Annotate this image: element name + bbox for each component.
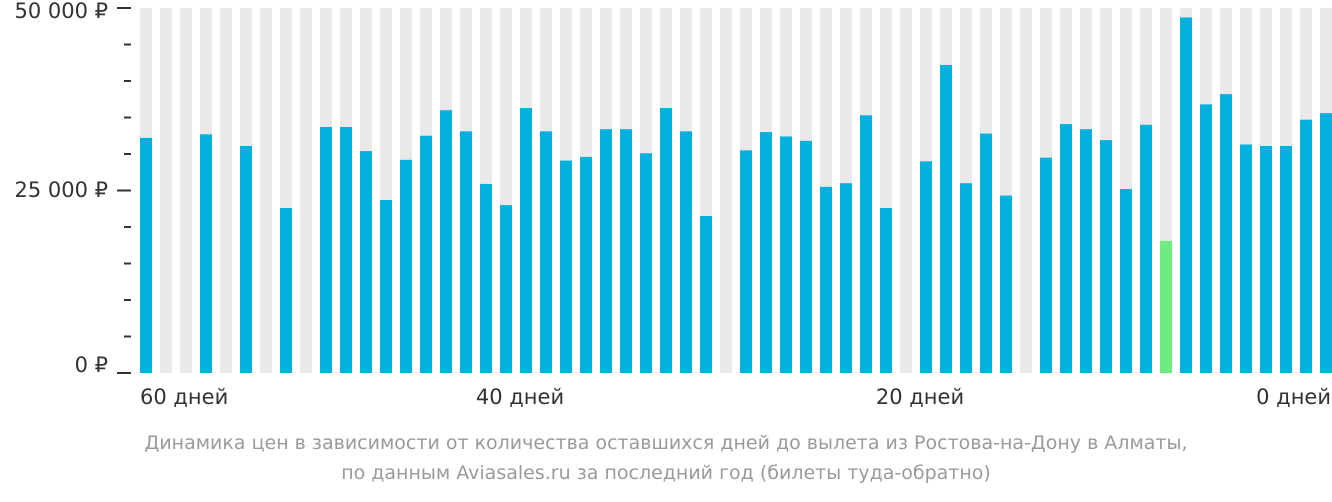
price-bar[interactable] (800, 140, 812, 373)
price-bar[interactable] (880, 208, 892, 373)
x-tick-label-60: 60 дней (140, 385, 228, 409)
price-bar[interactable] (1220, 94, 1232, 373)
price-bar[interactable] (640, 153, 652, 373)
price-bar[interactable] (920, 161, 932, 373)
price-bar[interactable] (1180, 17, 1192, 374)
price-bar[interactable] (400, 159, 412, 373)
price-bar[interactable] (840, 183, 852, 373)
price-bar[interactable] (1140, 124, 1152, 373)
y-tick-label-25000: 25 000 ₽ (14, 178, 108, 202)
price-bar[interactable] (360, 151, 372, 373)
price-bar[interactable] (1120, 189, 1132, 373)
price-bar[interactable] (500, 205, 512, 373)
background-stripe (260, 8, 272, 373)
background-stripe (1020, 8, 1032, 373)
price-bar[interactable] (340, 126, 352, 374)
y-tick-label-0: 0 ₽ (75, 353, 108, 377)
price-bar[interactable] (740, 150, 752, 373)
price-bar[interactable] (560, 160, 572, 373)
bar-series (140, 17, 1332, 374)
price-bar[interactable] (380, 199, 392, 373)
price-bar[interactable] (1240, 144, 1252, 373)
background-stripe (180, 8, 192, 373)
price-bar[interactable] (620, 129, 632, 373)
price-bar[interactable] (860, 115, 872, 373)
price-bar[interactable] (200, 134, 212, 373)
price-bar[interactable] (280, 208, 292, 373)
price-bar[interactable] (520, 108, 532, 373)
background-stripe (900, 8, 912, 373)
price-bar[interactable] (700, 216, 712, 373)
price-bar[interactable] (580, 156, 592, 373)
background-stripe (160, 8, 172, 373)
background-stripes (140, 8, 1332, 373)
price-bar[interactable] (1080, 129, 1092, 373)
price-bar[interactable] (320, 126, 332, 374)
chart-caption-line-1: Динамика цен в зависимости от количества… (144, 432, 1188, 454)
price-bar[interactable] (680, 131, 692, 373)
y-axis-tick-marks (117, 7, 131, 374)
price-bar[interactable] (1060, 124, 1072, 373)
price-bar[interactable] (980, 133, 992, 373)
y-axis: 50 000 ₽ 25 000 ₽ 0 ₽ (14, 0, 108, 377)
price-bar[interactable] (240, 145, 252, 373)
background-stripe (220, 8, 232, 373)
price-bar[interactable] (1100, 140, 1112, 373)
x-tick-label-40: 40 дней (476, 385, 564, 409)
price-bar[interactable] (460, 131, 472, 373)
price-bar[interactable] (1000, 195, 1012, 373)
price-bar[interactable] (1200, 104, 1212, 374)
price-bar[interactable] (1300, 119, 1312, 373)
price-bar[interactable] (140, 137, 152, 373)
price-bar[interactable] (480, 183, 492, 373)
x-axis: 60 дней 40 дней 20 дней 0 дней (140, 385, 1331, 409)
background-stripe (720, 8, 732, 373)
chart-caption-line-2: по данным Aviasales.ru за последний год … (341, 462, 991, 484)
price-bar[interactable] (760, 132, 772, 373)
price-bar-lowest[interactable] (1160, 240, 1172, 373)
price-bar[interactable] (660, 108, 672, 373)
y-tick-label-50000: 50 000 ₽ (14, 0, 108, 23)
price-bar[interactable] (1040, 157, 1052, 373)
price-bar[interactable] (960, 183, 972, 373)
price-bar[interactable] (940, 64, 952, 373)
x-tick-label-0: 0 дней (1256, 385, 1331, 409)
price-bar[interactable] (780, 136, 792, 373)
price-bar[interactable] (420, 135, 432, 373)
price-bar[interactable] (1260, 145, 1272, 373)
price-bar[interactable] (820, 186, 832, 373)
price-bar[interactable] (600, 129, 612, 373)
price-bar[interactable] (540, 131, 552, 373)
price-bar[interactable] (440, 110, 452, 373)
x-tick-label-20: 20 дней (876, 385, 964, 409)
background-stripe (300, 8, 312, 373)
price-bar[interactable] (1280, 145, 1292, 373)
price-bar[interactable] (1320, 113, 1332, 374)
